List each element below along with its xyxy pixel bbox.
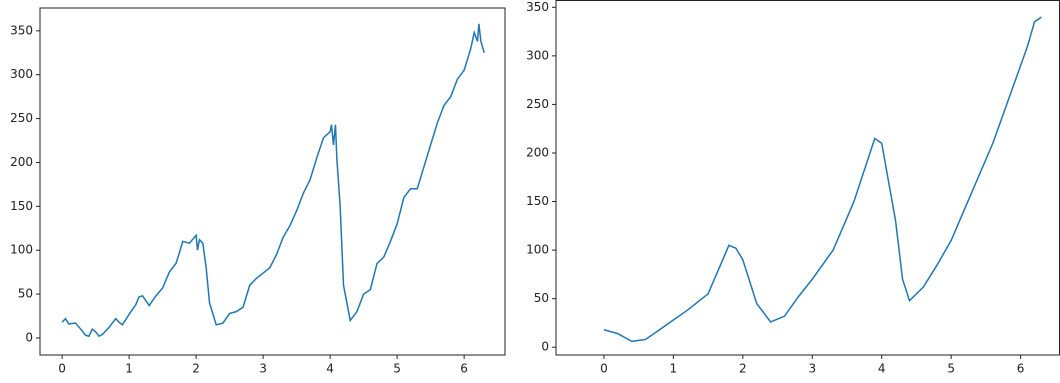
y-tick-label: 50 bbox=[18, 287, 33, 301]
y-tick-label: 250 bbox=[526, 97, 549, 111]
line bbox=[603, 16, 1042, 343]
y-tick-label: 150 bbox=[10, 199, 33, 213]
plot-frame bbox=[555, 0, 1060, 356]
x-tick-label: 3 bbox=[808, 362, 816, 376]
x-tick-label: 0 bbox=[600, 362, 608, 376]
x-tick-label: 5 bbox=[393, 362, 401, 376]
y-tick-label: 350 bbox=[10, 23, 33, 37]
x-tick-label: 5 bbox=[947, 362, 955, 376]
y-tick-label: 200 bbox=[10, 155, 33, 169]
x-tick-label: 1 bbox=[125, 362, 133, 376]
plot-frame bbox=[39, 7, 506, 356]
x-tick-label: 4 bbox=[878, 362, 886, 376]
y-tick-label: 300 bbox=[526, 48, 549, 62]
x-tick-label: 0 bbox=[58, 362, 66, 376]
line bbox=[61, 23, 485, 338]
y-tick-label: 0 bbox=[541, 340, 549, 354]
y-tick-label: 100 bbox=[10, 243, 33, 257]
y-tick-label: 0 bbox=[25, 330, 33, 344]
x-tick-label: 3 bbox=[259, 362, 267, 376]
y-tick-label: 50 bbox=[534, 291, 549, 305]
y-tick-label: 200 bbox=[526, 145, 549, 159]
y-tick-label: 300 bbox=[10, 67, 33, 81]
x-tick-label: 1 bbox=[670, 362, 678, 376]
y-tick-label: 150 bbox=[526, 194, 549, 208]
y-tick-label: 100 bbox=[526, 243, 549, 257]
x-tick-label: 6 bbox=[1017, 362, 1025, 376]
x-tick-label: 2 bbox=[192, 362, 200, 376]
x-tick-label: 6 bbox=[460, 362, 468, 376]
y-tick-label: 250 bbox=[10, 111, 33, 125]
x-tick-label: 4 bbox=[326, 362, 334, 376]
x-tick-label: 2 bbox=[739, 362, 747, 376]
y-tick-label: 350 bbox=[526, 0, 549, 14]
